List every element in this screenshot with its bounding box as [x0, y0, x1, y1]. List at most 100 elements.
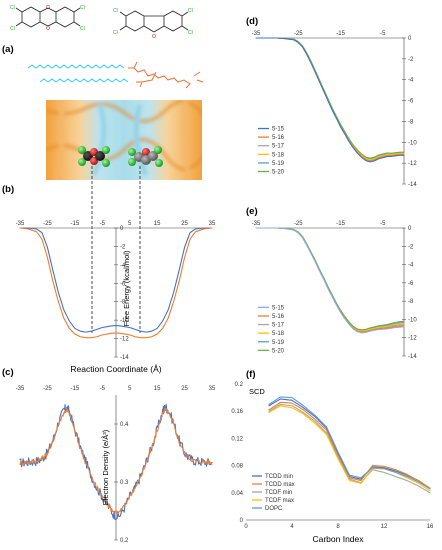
x-tick-label: -25	[294, 221, 303, 227]
y-tick-label: -10	[120, 318, 129, 324]
legend-label: TCDD min	[265, 474, 293, 480]
y-tick-label: -6	[408, 99, 414, 105]
svg-text:Cl: Cl	[10, 26, 15, 32]
y-tick-label: -12	[408, 336, 417, 342]
x-tick-label: 0	[244, 524, 248, 530]
x-tick-label: 25	[181, 386, 188, 392]
y-tick-label: -2	[408, 244, 414, 250]
x-tick-label: 25	[181, 221, 188, 227]
y-tick-label: 0.2	[235, 382, 244, 388]
molecule-tcdf-atoms: O Cl Cl Cl Cl	[113, 8, 193, 40]
scd-line-tcdf-max	[268, 405, 431, 492]
chart-pmf-convergence-tcdf: -35 -25 -15 -5 0 -2 -4 -6 -8 -10 -12 -14 5-15 5-16 5-1…	[252, 221, 418, 360]
chart-pmf-convergence-tcdd: -35 -25 -15 -5 0 -2 -4 -6 -8 -10 -12 -14 5-15 5-16 5-1…	[252, 31, 418, 188]
y-tick-label: 0.04	[231, 491, 243, 497]
scd-line-tcdd-min	[268, 398, 431, 490]
x-tick-label: 15	[154, 386, 161, 392]
legend-label: 5-16	[272, 314, 285, 320]
x-tick-label: -5	[100, 221, 106, 227]
chart-order-parameter: 0 4 8 12 16 0 0.04 0.08 0.12 0.16 0.2 TCDD min TCDD …	[231, 382, 434, 544]
panel-label-d: (d)	[246, 16, 258, 27]
scd-line-dopc	[268, 396, 431, 490]
panel-label-a: (a)	[2, 44, 14, 55]
svg-text:O: O	[46, 26, 50, 32]
free-energy-line-1	[19, 227, 213, 333]
legend-label: 5-17	[272, 323, 285, 329]
legend-label: 5-18	[272, 152, 285, 158]
y-tick-label: -12	[120, 337, 129, 343]
y-tick-label: -6	[120, 281, 126, 287]
y-tick-label: 0.2	[120, 538, 129, 544]
legend-label: 5-20	[272, 348, 285, 354]
y-tick-label: 0	[240, 518, 244, 524]
legend-label: 5-20	[272, 170, 285, 176]
y-tick-label: -12	[408, 161, 417, 167]
y-tick-label: -14	[120, 355, 129, 361]
panel-label-b: (b)	[2, 184, 14, 195]
x-tick-label: 15	[154, 221, 161, 227]
legend-label: TCDD max	[265, 482, 295, 488]
legend-label: 5-18	[272, 331, 285, 337]
convergence-line-5-20	[255, 37, 405, 159]
chart-free-energy: -35 -25 -15 -5 5 15 25 35 0 -2 -4 -6 -8 -10 -12 -14 Free…	[16, 221, 216, 374]
x-tick-label: -35	[252, 31, 261, 37]
legend-label: 5-19	[272, 340, 285, 346]
y-tick-label: 0.12	[231, 436, 243, 442]
svg-text:O: O	[46, 5, 50, 11]
legend-label: DOPC	[265, 506, 283, 512]
y-tick-label: 0	[408, 36, 412, 42]
svg-text:Cl: Cl	[10, 5, 15, 11]
x-tick-label: -15	[71, 221, 80, 227]
svg-text:Cl: Cl	[113, 30, 118, 36]
y-tick-label: -14	[408, 354, 417, 360]
lipid-structure	[27, 61, 204, 89]
svg-text:Cl: Cl	[80, 26, 85, 32]
dashed-guide-lines	[91, 166, 141, 333]
x-tick-label: -15	[71, 386, 80, 392]
y-tick-label: -4	[408, 78, 414, 84]
legend-label: 5-17	[272, 144, 285, 150]
molecule-tcdd	[15, 6, 81, 28]
y-tick-label: -6	[408, 281, 414, 287]
scd-line-tcdd-max	[268, 401, 431, 489]
chart-electron-density: -35 -25 -15 -5 5 15 25 35 0.2 0.3 0.4 Electron Dens…	[16, 386, 216, 544]
x-tick-label: -5	[100, 386, 106, 392]
legend-label: 5-19	[272, 161, 285, 167]
convergence-line-5-16	[255, 37, 405, 162]
x-tick-label: 8	[336, 524, 340, 530]
legend-label: TCDF min	[265, 490, 292, 496]
x-tick-label: 5	[128, 386, 132, 392]
molecule-tcdf	[119, 10, 189, 33]
convergence-line-5-15	[255, 37, 405, 163]
y-axis-title: Free Energy (kcal/mol)	[122, 250, 131, 326]
x-tick-label: 12	[381, 524, 388, 530]
y-tick-label: 0.4	[120, 422, 129, 428]
x-tick-label: 16	[427, 524, 434, 530]
y-tick-label: -8	[408, 299, 414, 305]
x-tick-label: -35	[16, 221, 25, 227]
svg-text:Cl: Cl	[80, 5, 85, 11]
y-tick-label: -4	[408, 263, 414, 269]
y-tick-label: -2	[408, 57, 414, 63]
x-tick-label: 35	[209, 221, 216, 227]
x-tick-label: -25	[43, 386, 52, 392]
legend-label: 5-15	[272, 305, 285, 311]
free-energy-line-2	[19, 227, 213, 339]
x-tick-label: -15	[336, 31, 345, 37]
x-axis-title: Carbon Index	[312, 534, 364, 544]
y-tick-label: -14	[408, 182, 417, 188]
x-tick-label: -5	[380, 31, 386, 37]
bilayer-snapshot	[46, 100, 202, 180]
x-tick-label: -15	[336, 221, 345, 227]
x-tick-label: -35	[252, 221, 261, 227]
y-tick-label: -10	[408, 317, 417, 323]
y-tick-label: -2	[120, 244, 126, 250]
panel-label-e: (e)	[246, 206, 258, 217]
y-tick-label: 0	[120, 226, 124, 232]
x-tick-label: -5	[380, 221, 386, 227]
legend-label: TCDF max	[265, 498, 294, 504]
x-tick-label: -25	[43, 221, 52, 227]
y-tick-label: 0	[408, 226, 412, 232]
convergence-line-5-17	[255, 37, 405, 161]
legend-label: 5-16	[272, 135, 285, 141]
